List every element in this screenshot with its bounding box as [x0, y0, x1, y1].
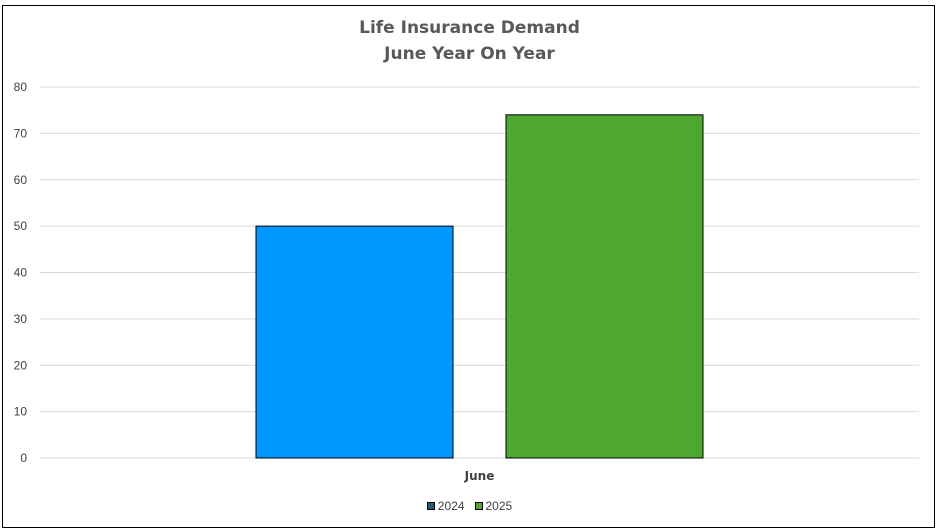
chart-frame: [2, 5, 935, 528]
y-tick-label: 60: [14, 173, 28, 187]
legend-swatch: [474, 502, 483, 510]
legend-label: 2024: [437, 499, 465, 513]
legend-item-2025: 2025: [474, 499, 513, 513]
y-tick-label: 70: [14, 126, 28, 140]
chart-subtitle: June Year On Year: [384, 44, 555, 64]
y-tick-label: 10: [14, 405, 28, 419]
y-tick-label: 0: [20, 451, 27, 465]
y-tick-label: 50: [14, 219, 28, 233]
y-tick-label: 20: [14, 358, 28, 372]
x-axis-labels: June: [464, 469, 495, 483]
gridlines: [40, 86, 919, 459]
y-tick-label: 40: [14, 266, 28, 280]
bar-2024: [255, 225, 454, 459]
legend-item-2024: 2024: [426, 499, 465, 513]
x-category-label: June: [464, 469, 495, 483]
bar-2025: [505, 114, 704, 459]
legend-label: 2025: [485, 499, 513, 513]
legend: 2024 2025: [0, 499, 939, 513]
chart-title: Life Insurance Demand: [359, 18, 580, 38]
legend-swatch: [426, 502, 435, 510]
y-tick-label: 80: [14, 80, 28, 94]
bars: [255, 114, 704, 459]
y-tick-label: 30: [14, 312, 28, 326]
y-axis-ticks: 0 10 20 30 40 50 60 70 80: [14, 80, 28, 465]
